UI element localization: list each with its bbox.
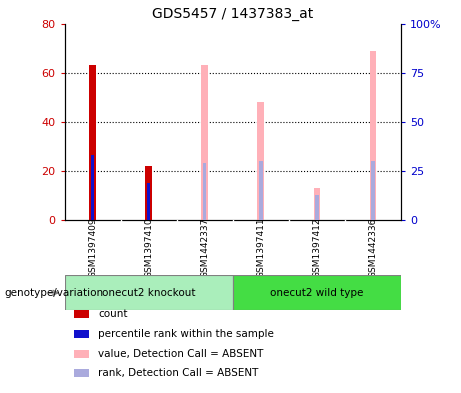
Text: count: count [98, 309, 128, 320]
Text: percentile rank within the sample: percentile rank within the sample [98, 329, 274, 339]
Bar [258, 102, 264, 220]
Bar [89, 65, 96, 220]
Bar [74, 310, 89, 318]
Bar [74, 330, 89, 338]
Bar [74, 369, 89, 377]
Bar [203, 163, 207, 220]
Bar [147, 183, 150, 220]
Bar [259, 161, 262, 220]
Text: onecut2 wild type: onecut2 wild type [270, 288, 364, 298]
Bar [315, 195, 319, 220]
Text: GSM1397409: GSM1397409 [88, 217, 97, 278]
Title: GDS5457 / 1437383_at: GDS5457 / 1437383_at [152, 7, 313, 21]
Text: GSM1397411: GSM1397411 [256, 217, 266, 278]
Text: genotype/variation: genotype/variation [5, 288, 104, 298]
Text: rank, Detection Call = ABSENT: rank, Detection Call = ABSENT [98, 368, 259, 378]
Text: GSM1397412: GSM1397412 [313, 217, 321, 278]
Bar [145, 166, 152, 220]
Bar [201, 65, 208, 220]
Bar [65, 275, 233, 310]
Text: onecut2 knockout: onecut2 knockout [102, 288, 195, 298]
Bar [91, 155, 94, 220]
Bar [370, 51, 376, 220]
Bar [313, 188, 320, 220]
Bar [74, 350, 89, 358]
Text: GSM1442337: GSM1442337 [200, 217, 209, 278]
Bar [372, 161, 375, 220]
Bar [233, 275, 401, 310]
Text: GSM1442336: GSM1442336 [368, 217, 378, 278]
Text: GSM1397410: GSM1397410 [144, 217, 153, 278]
Text: value, Detection Call = ABSENT: value, Detection Call = ABSENT [98, 349, 264, 359]
